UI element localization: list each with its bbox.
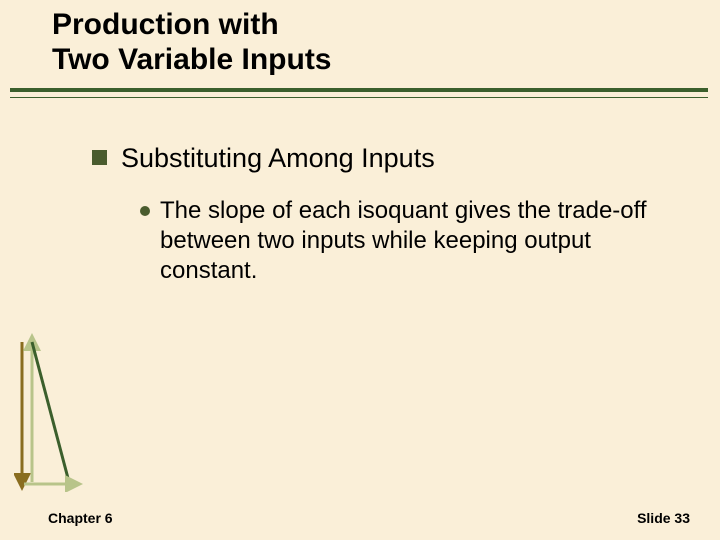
axis-decoration-icon [14, 332, 94, 492]
title-rule-thin [10, 97, 708, 98]
dot-bullet-icon [140, 206, 150, 216]
bullet-level1-text: Substituting Among Inputs [121, 142, 435, 174]
slide-title: Production with Two Variable Inputs [52, 8, 662, 77]
slide: Production with Two Variable Inputs Subs… [0, 0, 720, 540]
bullet-level1: Substituting Among Inputs [92, 142, 672, 174]
bullet-level2-text: The slope of each isoquant gives the tra… [160, 196, 670, 286]
footer-slide-number: Slide 33 [637, 510, 690, 526]
title-rule-thick [10, 88, 708, 92]
square-bullet-icon [92, 150, 107, 165]
bullet-level2: The slope of each isoquant gives the tra… [140, 196, 670, 286]
title-line-1: Production with [52, 8, 662, 43]
title-line-2: Two Variable Inputs [52, 43, 662, 78]
content-area: Substituting Among Inputs The slope of e… [92, 142, 672, 286]
footer-chapter: Chapter 6 [48, 510, 113, 526]
